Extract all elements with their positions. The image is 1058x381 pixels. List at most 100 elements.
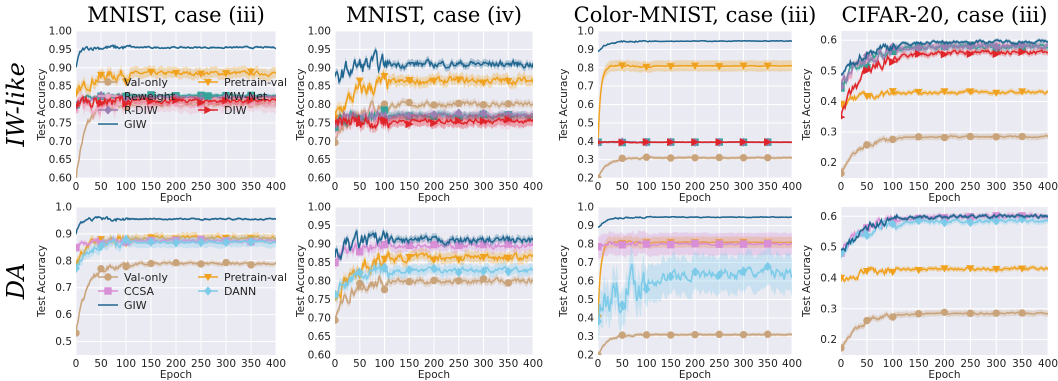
data-point-marker	[405, 111, 414, 121]
data-point-marker	[739, 62, 748, 70]
data-point-marker	[335, 289, 339, 300]
data-point-marker	[430, 240, 438, 249]
y-tick-label: 0.3	[820, 303, 837, 315]
data-point-marker	[430, 263, 438, 274]
y-tick-label: 0.75	[308, 294, 331, 306]
series-line	[841, 213, 1048, 253]
y-tick-label: 0.5	[577, 117, 594, 129]
y-tick-label: 0.85	[308, 81, 331, 93]
data-point-marker	[992, 265, 1001, 274]
x-tick-label: 150	[141, 358, 161, 370]
x-tick-label: 200	[934, 181, 954, 193]
x-tick-label: 200	[685, 181, 705, 193]
data-point-marker	[147, 237, 155, 247]
data-point-marker	[454, 256, 463, 264]
data-point-marker	[618, 62, 627, 70]
x-tick-label: 400	[523, 181, 543, 193]
data-point-marker	[691, 267, 699, 277]
data-point-marker	[715, 153, 723, 162]
data-point-marker	[992, 309, 1000, 317]
data-point-marker	[405, 120, 414, 129]
data-point-marker	[715, 63, 724, 71]
x-tick-label: 300	[733, 181, 753, 193]
y-tick-label: 0.7	[577, 81, 594, 93]
y-tick-label: 1.00	[308, 26, 331, 38]
series-line	[76, 44, 276, 68]
x-tick-label: 200	[934, 358, 954, 370]
x-tick-label: 400	[782, 181, 802, 193]
data-point-marker	[863, 58, 871, 65]
y-tick-label: 0.2	[577, 350, 594, 362]
legend-label: Val-only	[124, 271, 168, 284]
data-point-marker	[104, 273, 112, 281]
series-line	[841, 39, 1048, 76]
x-tick-label: 350	[758, 181, 778, 193]
data-point-marker	[1018, 309, 1026, 317]
x-tick-label: 250	[960, 181, 980, 193]
data-point-marker	[504, 279, 512, 287]
legend-label: DANN	[224, 285, 256, 298]
x-tick-label: 50	[353, 358, 366, 370]
x-tick-label: 250	[449, 181, 469, 193]
x-tick-label: 300	[473, 181, 493, 193]
data-point-marker	[889, 313, 897, 321]
y-tick-label: 0.85	[49, 81, 72, 93]
data-point-marker	[96, 71, 106, 80]
legend-label: Reweight	[124, 90, 176, 103]
data-point-marker	[841, 169, 845, 178]
y-tick-label: 0.5	[820, 65, 837, 77]
x-tick-label: 100	[883, 358, 903, 370]
data-point-marker	[405, 265, 414, 275]
row-label: DA	[2, 263, 30, 301]
y-axis-title: Test Accuracy	[36, 69, 48, 142]
data-point-marker	[862, 267, 871, 276]
data-point-marker	[914, 310, 923, 318]
column-title: MNIST, case (iii)	[87, 3, 265, 27]
x-tick-label: 0	[595, 181, 602, 193]
series-group	[76, 215, 276, 337]
x-axis-title: Epoch	[160, 369, 192, 381]
y-tick-label: 0.65	[308, 331, 331, 343]
y-tick-label: 0.60	[49, 173, 72, 185]
x-tick-label: 100	[116, 358, 136, 370]
x-tick-label: 400	[523, 358, 543, 370]
subplot-r0-c1: 0.60 0.65 0.70 0.75 0.80 0.85 0.90 0.95 1.00 0 50 1…	[295, 26, 543, 205]
x-tick-label: 350	[241, 358, 261, 370]
data-point-marker	[405, 278, 413, 286]
confidence-band	[76, 98, 276, 178]
data-point-marker	[380, 285, 389, 294]
x-tick-label: 150	[399, 358, 419, 370]
data-point-marker	[355, 267, 364, 277]
data-point-marker	[76, 103, 81, 108]
data-point-marker	[504, 77, 513, 86]
data-point-marker	[455, 277, 463, 285]
data-point-marker	[222, 237, 230, 247]
data-point-marker	[504, 267, 513, 277]
data-point-marker	[97, 99, 106, 108]
confidence-band	[598, 59, 792, 148]
data-point-marker	[764, 153, 772, 162]
data-point-marker	[764, 138, 773, 147]
data-point-marker	[966, 217, 975, 228]
y-tick-label: 1.0	[55, 202, 72, 214]
series-line	[598, 215, 792, 228]
data-point-marker	[197, 237, 205, 248]
data-point-marker	[146, 68, 156, 77]
y-tick-label: 0.4	[577, 313, 594, 325]
series-line	[335, 48, 533, 85]
x-tick-label: 400	[782, 358, 802, 370]
data-point-marker	[966, 309, 975, 318]
data-point-marker	[618, 154, 626, 162]
x-tick-label: 250	[191, 181, 211, 193]
x-tick-label: 300	[473, 358, 493, 370]
data-point-marker	[76, 263, 80, 273]
subplot-r1-c2: 0.2 0.3 0.4 0.5 0.6 0.7 0.8 0.9 1.0 0 50 100 150 200 2…	[558, 202, 802, 381]
legend-label: Pretrain-val	[224, 76, 287, 89]
data-point-marker	[479, 117, 488, 126]
row-label: IW-like	[2, 62, 30, 148]
data-point-marker	[380, 240, 389, 249]
data-point-marker	[1018, 40, 1026, 50]
data-point-marker	[618, 241, 626, 249]
data-point-marker	[479, 253, 488, 262]
data-point-marker	[966, 88, 975, 96]
